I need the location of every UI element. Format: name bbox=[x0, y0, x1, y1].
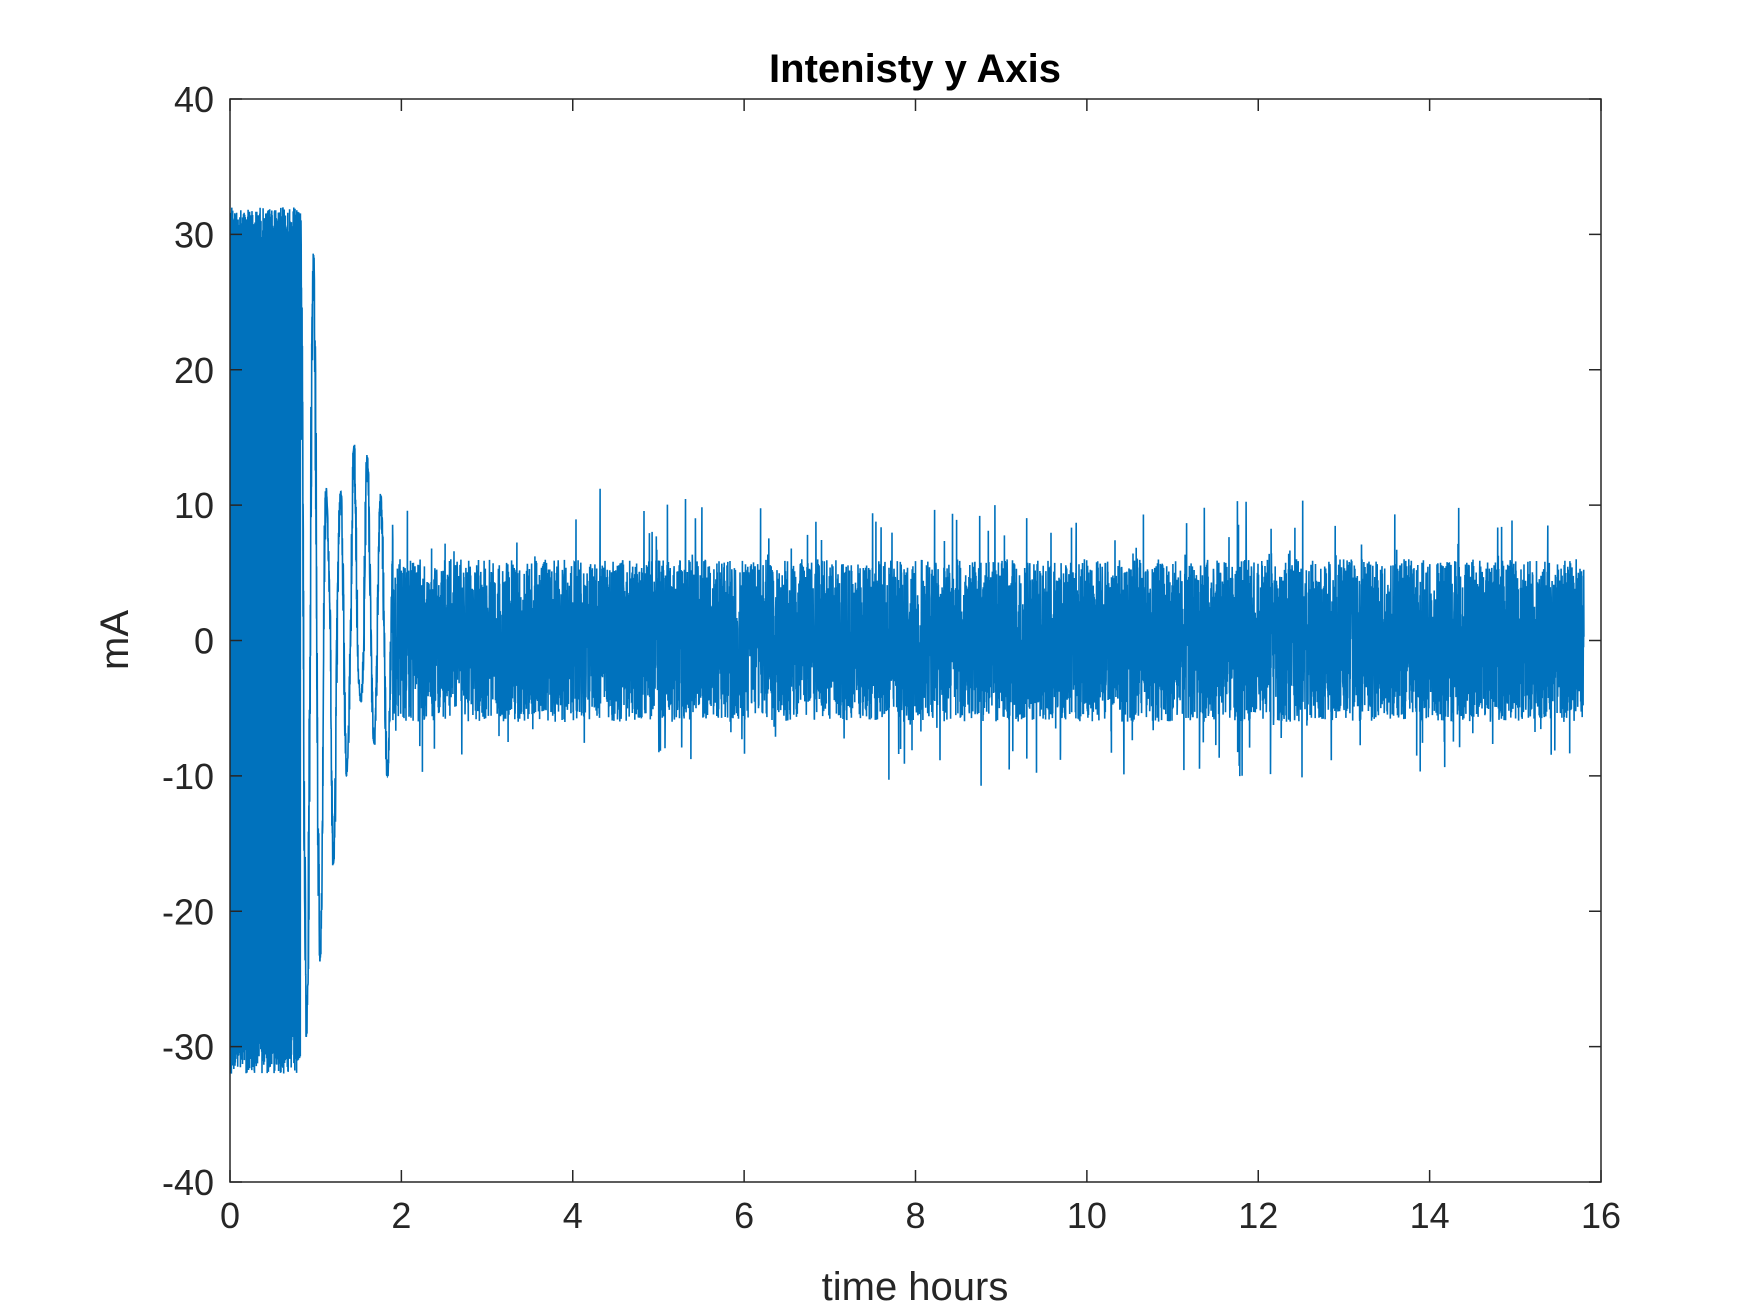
chart-title: Intenisty y Axis bbox=[769, 47, 1061, 91]
y-tick-label: -20 bbox=[162, 891, 214, 932]
y-tick-label: 20 bbox=[174, 350, 214, 391]
x-tick-label: 4 bbox=[563, 1195, 583, 1236]
y-tick-label: -30 bbox=[162, 1027, 214, 1068]
x-tick-label: 12 bbox=[1238, 1195, 1278, 1236]
y-tick-label: 40 bbox=[174, 79, 214, 120]
signal-line bbox=[230, 207, 1585, 1074]
y-tick-label: 0 bbox=[194, 621, 214, 662]
y-axis-label: mA bbox=[93, 610, 137, 670]
y-tick-label: 30 bbox=[174, 214, 214, 255]
y-tick-label: -10 bbox=[162, 756, 214, 797]
y-tick-label: -40 bbox=[162, 1162, 214, 1203]
x-tick-label: 2 bbox=[391, 1195, 411, 1236]
y-tick-label: 10 bbox=[174, 485, 214, 526]
signal-series bbox=[230, 207, 1585, 1074]
x-axis-label: time hours bbox=[822, 1265, 1009, 1309]
x-tick-label: 6 bbox=[734, 1195, 754, 1236]
x-tick-label: 8 bbox=[905, 1195, 925, 1236]
x-axis-ticks: 0 2 4 6 8 10 12 14 16 bbox=[220, 99, 1621, 1236]
x-tick-label: 16 bbox=[1581, 1195, 1621, 1236]
x-tick-label: 14 bbox=[1410, 1195, 1450, 1236]
y-axis-ticks: 40 30 20 10 0 -10 -20 -30 -40 bbox=[162, 79, 1601, 1203]
x-tick-label: 0 bbox=[220, 1195, 240, 1236]
x-tick-label: 10 bbox=[1067, 1195, 1107, 1236]
